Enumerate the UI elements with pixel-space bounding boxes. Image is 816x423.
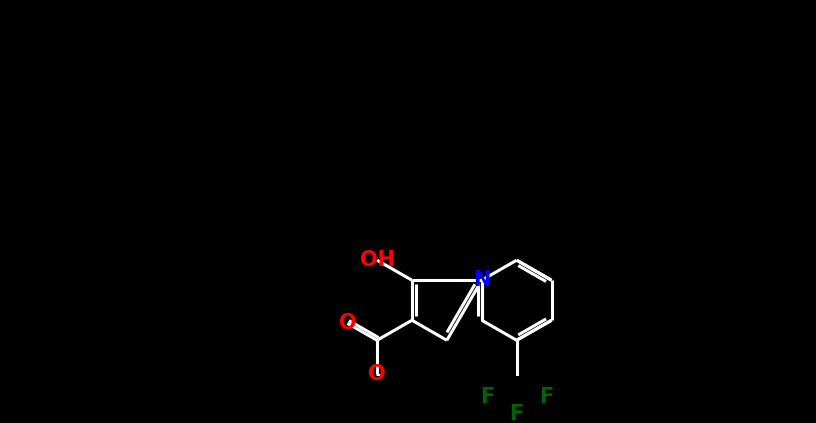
Text: F: F (539, 387, 553, 407)
Text: N: N (473, 270, 490, 290)
Text: F: F (509, 404, 524, 423)
Text: O: O (368, 364, 386, 385)
Text: O: O (339, 313, 357, 333)
Text: OH: OH (360, 250, 395, 270)
Text: F: F (480, 387, 494, 407)
